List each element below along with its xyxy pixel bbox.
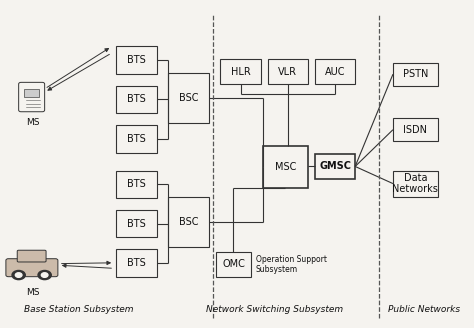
Text: ISDN: ISDN [403,125,428,135]
FancyBboxPatch shape [393,63,438,86]
Circle shape [15,273,22,277]
Text: BSC: BSC [179,217,198,227]
Circle shape [41,273,48,277]
FancyBboxPatch shape [24,89,39,97]
Text: HLR: HLR [231,67,250,77]
FancyBboxPatch shape [117,125,156,153]
FancyBboxPatch shape [117,171,156,198]
Text: BTS: BTS [127,94,146,105]
Text: BTS: BTS [127,55,146,65]
Text: BTS: BTS [127,179,146,189]
FancyBboxPatch shape [263,146,308,189]
Circle shape [12,271,25,280]
Text: VLR: VLR [278,67,297,77]
FancyBboxPatch shape [268,59,308,84]
FancyBboxPatch shape [117,47,156,74]
Text: Public Networks: Public Networks [388,305,460,314]
FancyBboxPatch shape [168,72,209,123]
Text: Network Switching Subsystem: Network Switching Subsystem [206,305,343,314]
Text: BTS: BTS [127,258,146,268]
FancyBboxPatch shape [393,118,438,141]
Text: BTS: BTS [127,134,146,144]
Text: Operation Support
Subsystem: Operation Support Subsystem [256,255,327,274]
FancyBboxPatch shape [220,59,261,84]
Text: Base Station Subsystem: Base Station Subsystem [24,305,133,314]
FancyBboxPatch shape [18,82,45,112]
Circle shape [38,271,51,280]
FancyBboxPatch shape [117,86,156,113]
FancyBboxPatch shape [393,171,438,197]
Text: BTS: BTS [127,218,146,229]
Text: MSC: MSC [275,162,296,172]
Text: AUC: AUC [325,67,346,77]
Text: GMSC: GMSC [319,161,351,172]
FancyBboxPatch shape [315,59,355,84]
Text: OMC: OMC [222,259,245,269]
FancyBboxPatch shape [315,154,355,179]
Text: Data
Networks: Data Networks [392,173,438,195]
FancyBboxPatch shape [17,250,46,262]
Text: MS: MS [26,288,40,297]
FancyBboxPatch shape [117,210,156,237]
FancyBboxPatch shape [6,259,58,277]
FancyBboxPatch shape [117,249,156,277]
Text: BSC: BSC [179,93,198,103]
Text: MS: MS [26,118,40,127]
Text: PSTN: PSTN [403,69,428,79]
FancyBboxPatch shape [216,252,251,277]
FancyBboxPatch shape [168,197,209,247]
